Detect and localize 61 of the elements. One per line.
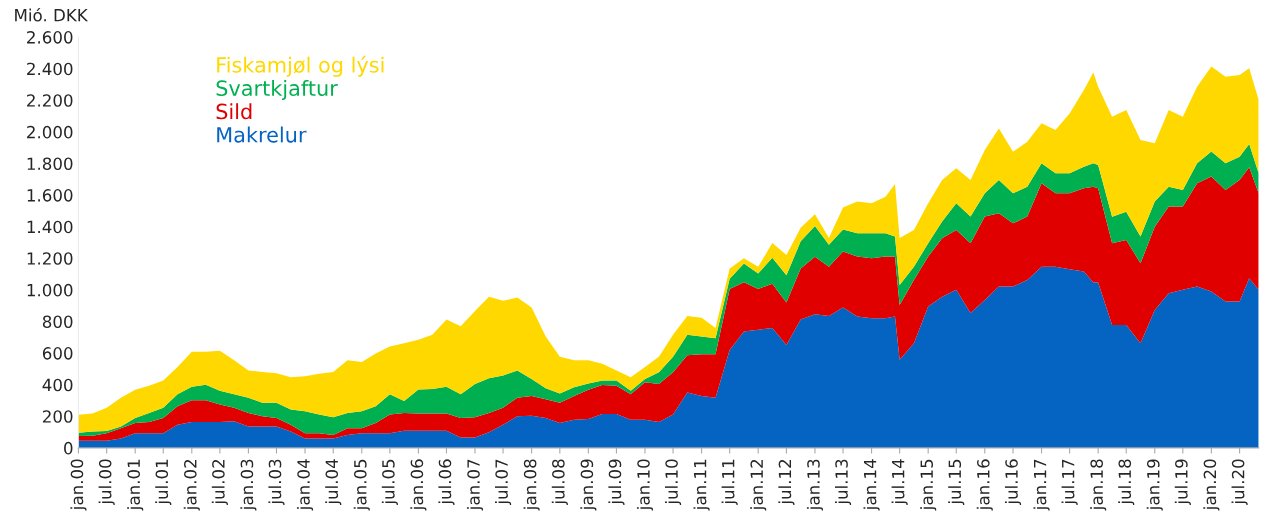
y-tick-label: 1.000 <box>27 283 73 297</box>
x-tick-label: jan.12 <box>750 459 767 511</box>
x-tick-label: jul.10 <box>664 459 682 505</box>
x-tick-label: jan.18 <box>1090 459 1107 511</box>
x-tick-label: jan.20 <box>1203 459 1220 511</box>
x-tick-label: jan.04 <box>296 459 314 511</box>
x-tick-label: jan.06 <box>410 459 427 511</box>
x-tick-label: jan.14 <box>863 459 880 511</box>
text: Sild <box>216 103 252 120</box>
x-tick-label: jul.20 <box>1231 459 1248 505</box>
x-tick-label: jul.02 <box>211 459 228 505</box>
x-tick-label: jan.13 <box>806 459 824 511</box>
y-tick-label: 1.400 <box>27 220 73 234</box>
y-tick-label: 2.600 <box>27 31 73 44</box>
y-tick-label: 2.000 <box>27 125 73 139</box>
y-tick-label: 1.200 <box>27 252 73 265</box>
x-tick-label: jul.01 <box>155 459 172 505</box>
x-tick-label: jul.09 <box>608 459 625 505</box>
y-tick-label: 600 <box>42 347 73 360</box>
text: Svartkjaftur <box>216 79 338 101</box>
x-tick-label: jan.01 <box>127 459 144 511</box>
x-tick-label: jan.02 <box>183 459 200 511</box>
x-tick-label: jan.15 <box>920 459 937 511</box>
x-tick-label: jan.07 <box>466 459 484 511</box>
text: Fiskamjøl og lýsi <box>217 55 384 77</box>
x-tick-label: jul.14 <box>891 459 908 505</box>
x-tick-label: jul.16 <box>1004 459 1022 505</box>
x-tick-label: jan.19 <box>1146 459 1163 511</box>
x-tick-label: jul.12 <box>778 459 795 505</box>
y-tick-label: 2.200 <box>27 94 73 107</box>
x-tick-label: jul.17 <box>1061 459 1078 505</box>
x-tick-label: jan.05 <box>353 459 370 511</box>
x-tick-label: jan.16 <box>976 459 993 511</box>
x-tick-label: jan.10 <box>636 459 654 511</box>
x-tick-label: jan.03 <box>240 459 257 511</box>
x-tick-label: jul.07 <box>495 459 512 505</box>
y-tick-label: 400 <box>42 378 73 392</box>
y-tick-label: 0 <box>64 441 73 455</box>
y-tick-label: 800 <box>42 315 73 329</box>
x-tick-label: jul.19 <box>1174 459 1191 505</box>
x-tick-label: jul.03 <box>268 459 285 505</box>
y-tick-label: 1.600 <box>27 189 73 202</box>
y-tick-label: 200 <box>42 410 73 423</box>
x-tick-label: jul.11 <box>721 459 738 505</box>
text: Makrelur <box>217 126 307 143</box>
x-tick-label: jul.18 <box>1118 459 1135 505</box>
y-tick-label: 2.400 <box>27 62 73 76</box>
x-tick-label: jan.09 <box>580 459 597 511</box>
x-tick-label: jul.06 <box>438 459 455 505</box>
x-tick-label: jul.15 <box>948 459 965 505</box>
y-axis-title: Mió. DKK <box>15 7 89 22</box>
x-tick-label: jan.08 <box>523 459 540 511</box>
x-tick-label: jul.04 <box>325 459 342 505</box>
x-tick-label: jan.17 <box>1033 459 1050 511</box>
x-tick-label: jul.13 <box>834 459 852 505</box>
y-tick-label: 1.800 <box>27 157 73 171</box>
x-tick-label: jan.00 <box>70 459 87 511</box>
x-tick-label: jan.11 <box>693 459 710 511</box>
x-tick-label: jul.05 <box>381 459 398 505</box>
x-tick-label: jul.08 <box>551 459 568 505</box>
x-tick-label: jul.00 <box>98 459 115 505</box>
